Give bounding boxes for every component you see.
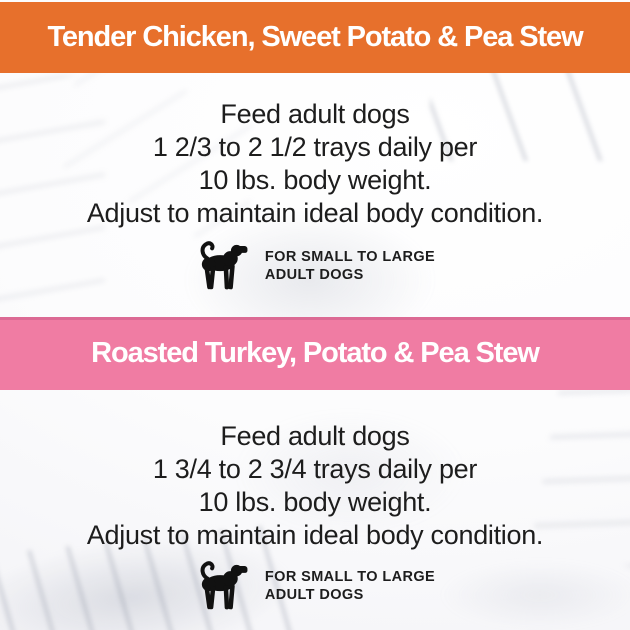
feeding-line: 1 2/3 to 2 1/2 trays daily per — [152, 132, 478, 162]
size-note-text: FOR SMALL TO LARGE ADULT DOGS — [265, 248, 435, 284]
flavor-title-chicken: Tender Chicken, Sweet Potato & Pea Stew — [47, 21, 583, 53]
flavor-title-turkey: Roasted Turkey, Potato & Pea Stew — [91, 337, 540, 369]
size-note-text: FOR SMALL TO LARGE ADULT DOGS — [265, 568, 435, 604]
feeding-line: Adjust to maintain ideal body condition. — [86, 198, 544, 228]
feeding-line: 1 3/4 to 2 3/4 trays daily per — [152, 454, 478, 484]
size-note-turkey: FOR SMALL TO LARGE ADULT DOGS — [0, 560, 630, 612]
size-note-line1: FOR SMALL TO LARGE — [264, 569, 436, 585]
feeding-line: Feed adult dogs — [220, 99, 410, 129]
feeding-instructions-chicken: Feed adult dogs 1 2/3 to 2 1/2 trays dai… — [0, 98, 630, 230]
size-note-line1: FOR SMALL TO LARGE — [264, 249, 436, 265]
flavor-banner-turkey: Roasted Turkey, Potato & Pea Stew — [0, 317, 630, 390]
size-note-chicken: FOR SMALL TO LARGE ADULT DOGS — [0, 240, 630, 292]
size-note-line2: ADULT DOGS — [264, 267, 364, 283]
flavor-banner-chicken: Tender Chicken, Sweet Potato & Pea Stew — [0, 2, 630, 73]
feeding-line: 10 lbs. body weight. — [198, 165, 432, 195]
feeding-instructions-turkey: Feed adult dogs 1 3/4 to 2 3/4 trays dai… — [0, 420, 630, 552]
dog-silhouette-icon — [200, 241, 248, 290]
size-note-line2: ADULT DOGS — [264, 587, 364, 603]
feeding-line: Adjust to maintain ideal body condition. — [86, 520, 544, 550]
dog-silhouette-icon — [200, 561, 248, 610]
feeding-line: Feed adult dogs — [220, 421, 410, 451]
feeding-line: 10 lbs. body weight. — [198, 487, 432, 517]
